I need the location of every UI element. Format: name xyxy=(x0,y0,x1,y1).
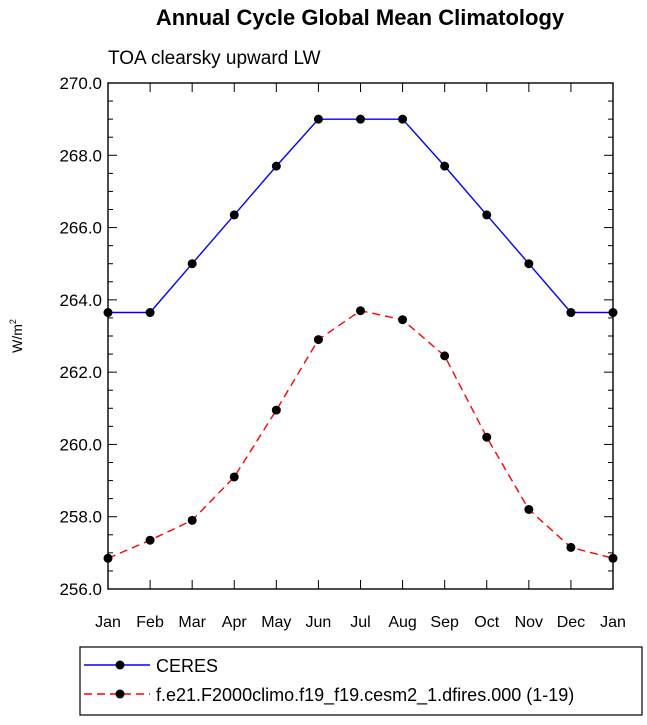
series-2-point xyxy=(145,535,155,545)
series-2-point xyxy=(608,553,618,563)
legend: CERES f.e21.F2000climo.f19_f19.cesm2_1.df… xyxy=(79,646,643,716)
series-2-point xyxy=(187,515,197,525)
y-tick-label: 266.0 xyxy=(59,219,102,238)
x-tick-label: May xyxy=(261,614,291,631)
y-tick-label: 268.0 xyxy=(59,146,102,165)
legend-label-1: CERES xyxy=(156,656,218,676)
legend-box xyxy=(79,646,643,716)
series-line-1 xyxy=(108,118,613,314)
y-tick-label: 256.0 xyxy=(59,580,102,599)
chart-subtitle: TOA clearsky upward LW xyxy=(108,48,321,69)
series-2-point xyxy=(271,405,281,415)
series-1-point xyxy=(398,114,408,124)
series-1-point xyxy=(313,114,323,124)
series-2-point xyxy=(566,542,576,552)
y-axis-label-text: W/m xyxy=(9,324,25,353)
series-2-point xyxy=(356,306,365,316)
x-tick-label: Aug xyxy=(388,614,416,631)
y-tick-label: 258.0 xyxy=(59,508,102,527)
y-tick-label: 264.0 xyxy=(59,291,102,310)
series-1-point xyxy=(103,308,113,318)
series-1-point xyxy=(440,161,450,171)
y-tick-label: 270.0 xyxy=(59,74,102,93)
series-1-point xyxy=(271,161,281,171)
series-1-point xyxy=(356,114,365,124)
series-2-point xyxy=(398,315,408,325)
x-tick-label: Oct xyxy=(474,614,499,631)
x-tick-label: Jan xyxy=(600,614,626,631)
series-1-point xyxy=(187,259,197,269)
y-axis-label: W/m2 xyxy=(8,319,25,353)
legend-marker-1 xyxy=(115,660,125,670)
series-1-point xyxy=(608,308,618,318)
series-line-2 xyxy=(107,309,614,559)
series-2-point xyxy=(103,553,113,563)
series-2-point xyxy=(482,432,492,442)
y-tick-label: 260.0 xyxy=(59,435,102,454)
series-1-point xyxy=(566,308,576,318)
series-1-point xyxy=(482,210,492,220)
x-tick-label: Mar xyxy=(178,614,206,631)
plot-series xyxy=(103,114,618,563)
x-tick-label: Jan xyxy=(95,614,121,631)
series-1-point xyxy=(145,308,155,318)
x-tick-label: Sep xyxy=(430,614,459,631)
y-tick-label: 262.0 xyxy=(59,363,102,382)
series-1-point xyxy=(524,259,534,269)
series-2-point xyxy=(524,504,534,514)
legend-marker-2 xyxy=(115,689,125,699)
x-tick-label: Apr xyxy=(222,614,248,631)
plot-axes: 256.0 258.0 260.0 262.0 264.0 266.0 268.0 270.0… xyxy=(59,74,625,631)
x-tick-label: Feb xyxy=(136,614,164,631)
x-tick-label: Jun xyxy=(306,614,332,631)
chart-title: Annual Cycle Global Mean Climatology xyxy=(156,5,565,30)
x-tick-label: Jul xyxy=(350,614,370,631)
plot-frame xyxy=(107,82,614,590)
x-tick-label: Nov xyxy=(515,614,543,631)
legend-label-2: f.e21.F2000climo.f19_f19.cesm2_1.dfires.… xyxy=(156,685,574,706)
series-2-point xyxy=(440,351,450,361)
series-2-point xyxy=(229,472,239,482)
x-tick-label: Dec xyxy=(557,614,585,631)
series-2-point xyxy=(313,335,323,345)
series-1-point xyxy=(229,210,239,220)
y-axis-label-superscript: 2 xyxy=(8,319,18,324)
